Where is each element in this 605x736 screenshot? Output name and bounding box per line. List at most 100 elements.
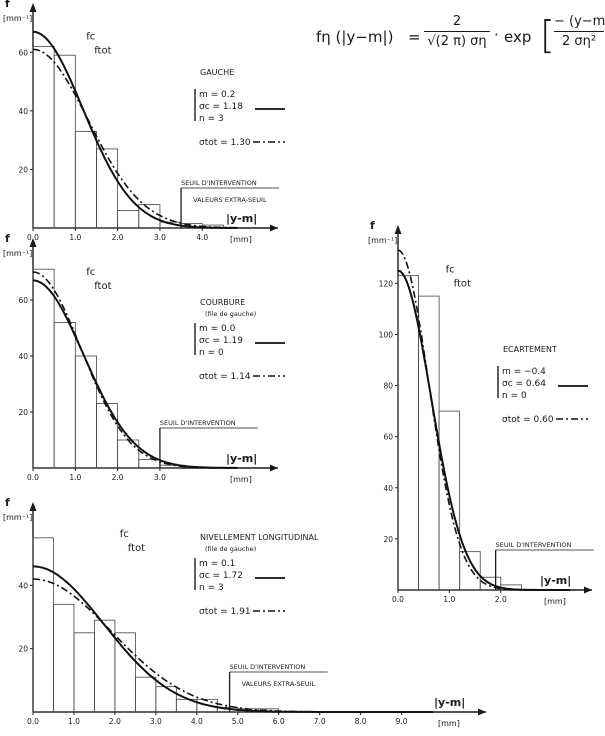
formula-exp: exp <box>504 28 532 46</box>
nivellement-x-tick-label: 8.0 <box>355 717 367 726</box>
courbure-threshold-label: SEUIL D'INTERVENTION <box>160 419 236 427</box>
gauche-x-tick-label: 2.0 <box>112 233 124 242</box>
gauche-x-unit: [mm] <box>230 235 252 244</box>
gauche-x-tick-label: 0.0 <box>27 233 39 242</box>
formula-fraction: 2 √(2 π) ση <box>424 14 490 49</box>
courbure-bar <box>138 459 161 469</box>
nivellement-y-label: f <box>5 496 10 509</box>
courbure-bar <box>96 403 119 469</box>
courbure-title: COURBURE <box>200 298 245 307</box>
courbure-ftot-curve <box>32 271 238 469</box>
ecartement-y-tick-label: 80 <box>383 382 393 391</box>
density-formula: fη (|y−m|) = 2 √(2 π) ση · exp [ − (y−m)… <box>316 14 605 64</box>
gauche-ftot-curve <box>32 48 238 229</box>
gauche-y-tick-label: 20 <box>18 165 28 174</box>
courbure-subtitle: (file de gauche) <box>205 310 256 318</box>
nivellement-bar <box>155 686 177 713</box>
nivellement-bar <box>73 632 95 713</box>
nivellement-bar <box>134 676 157 713</box>
nivellement-x-tick-label: 7.0 <box>314 717 326 726</box>
nivellement-threshold-label: SEUIL D'INTERVENTION <box>230 663 306 671</box>
nivellement-y-axis-arrow <box>29 502 37 511</box>
ecartement-y-unit: [mm⁻¹] <box>368 236 397 245</box>
nivellement-x-tick-label: 6.0 <box>273 717 285 726</box>
nivellement-x-tick-label: 0.0 <box>27 717 39 726</box>
ecartement-fc-label: fc <box>446 265 455 276</box>
gauche-y-unit: [mm⁻¹] <box>3 14 32 23</box>
ecartement-x-tick-label: 1.0 <box>443 595 455 604</box>
ecartement-y-label: f <box>370 219 375 232</box>
gauche-y-tick-label: 40 <box>18 107 28 116</box>
gauche-x-tick-label: 3.0 <box>154 233 166 242</box>
ecartement-x-label: |y-m| <box>540 574 571 587</box>
ecartement-param-sigma-c: σc = 0.64 <box>502 379 546 389</box>
nivellement-bar <box>114 632 136 713</box>
nivellement-x-label: |y-m| <box>434 696 465 709</box>
courbure-y-tick-label: 40 <box>18 352 28 361</box>
nivellement-subtitle: (file de gauche) <box>205 545 256 553</box>
formula-numerator: 2 <box>424 14 490 32</box>
courbure-y-tick-label: 20 <box>18 408 28 417</box>
ecartement-bar <box>459 551 481 591</box>
ecartement-y-tick-label: 100 <box>379 330 394 339</box>
nivellement-ftot-label: ftot <box>128 543 145 554</box>
ecartement-bar <box>397 275 419 591</box>
ecartement-param-m: m = −0.4 <box>502 367 546 377</box>
ecartement-y-tick-label: 20 <box>383 535 393 544</box>
formula-exponent-fraction: − (y−m)² 2 ση² <box>554 14 605 49</box>
gauche-param-sigma-c: σc = 1.18 <box>199 102 243 112</box>
nivellement-x-tick-label: 4.0 <box>191 717 203 726</box>
nivellement-x-axis-arrow <box>478 708 486 716</box>
nivellement-x-tick-label: 5.0 <box>232 717 244 726</box>
nivellement-x-tick-label: 2.0 <box>109 717 121 726</box>
gauche-param-sigma-tot: σtot = 1.30 <box>199 138 251 148</box>
courbure-x-axis-arrow <box>270 464 278 472</box>
formula-denominator: √(2 π) ση <box>427 34 487 49</box>
courbure-bar <box>74 355 97 469</box>
nivellement-param-sigma-c: σc = 1.72 <box>199 571 243 581</box>
formula-exponent-denominator: 2 ση² <box>561 34 597 49</box>
gauche-x-tick-label: 1.0 <box>69 233 81 242</box>
ecartement-y-tick-label: 60 <box>383 433 393 442</box>
nivellement-y-tick-label: 40 <box>18 581 28 590</box>
gauche-bar <box>32 46 55 229</box>
ecartement-param-n: n = 0 <box>502 391 527 401</box>
nivellement-x-tick-label: 1.0 <box>68 717 80 726</box>
nivellement-param-m: m = 0.1 <box>199 559 235 569</box>
nivellement-param-sigma-tot: σtot = 1.91 <box>199 607 251 617</box>
nivellement-x-unit: [mm] <box>438 719 460 728</box>
courbure-fc-curve <box>32 279 238 469</box>
nivellement-bar <box>196 698 218 713</box>
courbure-y-label: f <box>5 232 10 245</box>
ecartement-x-tick-label: 0.0 <box>392 595 404 604</box>
gauche-extra-label: VALEURS EXTRA-SEUIL <box>193 196 267 204</box>
ecartement-ftot-label: ftot <box>454 279 471 290</box>
gauche-y-axis-arrow <box>29 3 37 12</box>
courbure-bar <box>53 321 76 469</box>
gauche-x-label: |y-m| <box>226 212 257 225</box>
courbure-fc-label: fc <box>86 267 95 278</box>
ecartement-y-tick-label: 40 <box>383 484 393 493</box>
nivellement-fc-curve <box>32 565 433 713</box>
gauche-threshold-label: SEUIL D'INTERVENTION <box>181 179 257 187</box>
formula-dot: · <box>494 26 499 44</box>
courbure-y-tick-label: 60 <box>18 296 28 305</box>
ecartement-ftot-curve <box>397 249 570 591</box>
nivellement-title: NIVELLEMENT LONGITUDINAL <box>200 533 319 542</box>
courbure-x-unit: [mm] <box>230 475 252 484</box>
ecartement-bar <box>438 410 461 591</box>
nivellement-fc-label: fc <box>120 529 129 540</box>
nivellement-x-tick-label: 9.0 <box>396 717 408 726</box>
gauche-param-n: n = 3 <box>199 114 224 124</box>
courbure-x-label: |y-m| <box>226 452 257 465</box>
nivellement-x-tick-label: 3.0 <box>150 717 162 726</box>
nivellement-extra-label: VALEURS EXTRA-SEUIL <box>242 680 316 688</box>
nivellement-y-tick-label: 20 <box>18 645 28 654</box>
ecartement-x-unit: [mm] <box>544 597 566 606</box>
gauche-x-axis-arrow <box>270 224 278 232</box>
courbure-x-tick-label: 2.0 <box>112 473 124 482</box>
gauche-param-m: m = 0.2 <box>199 90 235 100</box>
courbure-param-m: m = 0.0 <box>199 324 236 334</box>
nivellement-ftot-curve <box>32 578 433 713</box>
courbure-y-unit: [mm⁻¹] <box>3 249 32 258</box>
